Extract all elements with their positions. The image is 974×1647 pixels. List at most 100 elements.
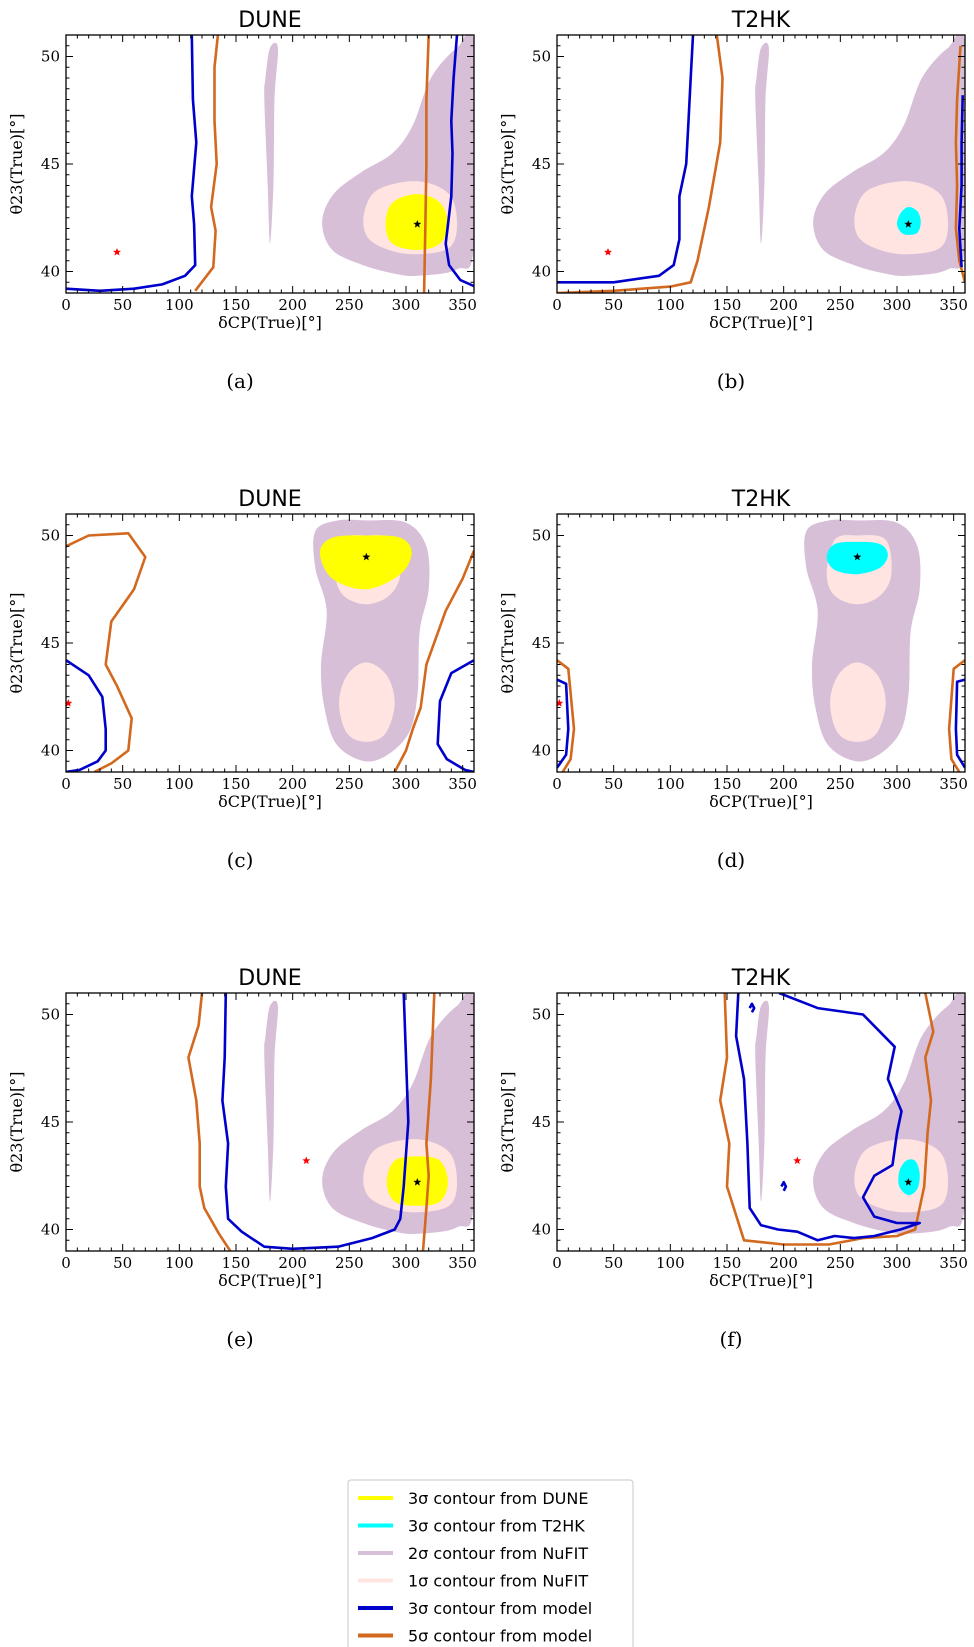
x-tick-label: 50 xyxy=(113,1254,132,1272)
x-tick-label: 150 xyxy=(713,775,742,793)
reference-star xyxy=(557,699,564,707)
legend-frame xyxy=(347,1479,634,1647)
y-axis-label: θ23(True)[°] xyxy=(498,1071,517,1172)
panel-caption: (c) xyxy=(227,848,254,872)
panel-caption: (a) xyxy=(226,369,254,393)
x-tick-label: 50 xyxy=(113,296,132,314)
t2hk-3sigma-region xyxy=(898,1159,920,1196)
panel-d: 0 50 100 150 200 250 300 350 40 45 50 δCP(True)[°] θ… xyxy=(498,487,968,872)
x-tick-label: 300 xyxy=(392,296,421,314)
x-tick-label: 250 xyxy=(826,1254,855,1272)
nufit-2sigma-band xyxy=(755,1000,770,1202)
chart-title: T2HK xyxy=(731,966,791,991)
x-tick-label: 50 xyxy=(604,296,623,314)
x-tick-label: 200 xyxy=(278,775,307,793)
y-tick-label: 40 xyxy=(532,1221,551,1239)
x-tick-label: 350 xyxy=(939,1254,968,1272)
legend-label: 1σ contour from NuFIT xyxy=(408,1572,588,1591)
y-tick-label: 45 xyxy=(41,155,60,173)
x-tick-label: 50 xyxy=(113,775,132,793)
legend: 3σ contour from DUNE 3σ contour from T2HK… xyxy=(347,1479,634,1647)
panel-a: 0 50 100 150 200 250 300 350 40 45 50 δCP(True)[°] θ… xyxy=(7,8,477,393)
x-tick-label: 250 xyxy=(826,296,855,314)
y-tick-label: 50 xyxy=(532,48,551,66)
plot-area xyxy=(557,519,965,772)
panel-e: 0 50 100 150 200 250 300 350 40 45 50 δCP(True)[°] θ… xyxy=(7,966,477,1351)
x-tick-label: 100 xyxy=(656,1254,685,1272)
x-tick-label: 350 xyxy=(448,1254,477,1272)
x-tick-label: 0 xyxy=(61,1254,71,1272)
x-tick-label: 200 xyxy=(769,1254,798,1272)
plot-area xyxy=(718,993,965,1246)
x-tick-label: 250 xyxy=(335,296,364,314)
reference-star xyxy=(793,1156,802,1165)
model-3sigma-contour xyxy=(436,659,474,772)
model-5sigma-contour xyxy=(187,993,232,1251)
model-5sigma-contour xyxy=(422,35,430,293)
panel-caption: (e) xyxy=(226,1327,253,1351)
y-axis-label: θ23(True)[°] xyxy=(7,113,26,214)
t2hk-3sigma-region xyxy=(896,206,921,235)
x-tick-label: 150 xyxy=(222,775,251,793)
model-3sigma-contour xyxy=(748,1002,756,1013)
x-tick-label: 0 xyxy=(552,1254,562,1272)
y-tick-label: 45 xyxy=(41,1113,60,1131)
x-tick-label: 0 xyxy=(552,296,562,314)
y-tick-label: 45 xyxy=(41,634,60,652)
x-tick-label: 300 xyxy=(392,1254,421,1272)
nufit-1sigma-region-lower xyxy=(339,662,395,742)
legend-item: 1σ contour from NuFIT xyxy=(358,1572,588,1591)
y-axis-label: θ23(True)[°] xyxy=(7,592,26,693)
plot-area xyxy=(66,35,474,293)
y-axis-label: θ23(True)[°] xyxy=(498,592,517,693)
legend-item: 3σ contour from T2HK xyxy=(358,1517,585,1536)
x-axis-label: δCP(True)[°] xyxy=(218,792,322,811)
panel-c: 0 50 100 150 200 250 300 350 40 45 50 δCP(True)[°] θ… xyxy=(7,487,477,872)
y-axis-label: θ23(True)[°] xyxy=(498,113,517,214)
panel-grid: 0 50 100 150 200 250 300 350 40 45 50 δCP(True)[°] θ… xyxy=(7,8,968,1351)
legend-item: 3σ contour from DUNE xyxy=(358,1489,588,1508)
x-axis-label: δCP(True)[°] xyxy=(709,792,813,811)
x-tick-label: 250 xyxy=(826,775,855,793)
model-3sigma-contour xyxy=(557,35,695,284)
plot-area xyxy=(66,519,474,772)
y-tick-label: 50 xyxy=(532,1006,551,1024)
panel-caption: (b) xyxy=(717,369,745,393)
legend-label: 3σ contour from T2HK xyxy=(408,1517,585,1536)
x-tick-label: 100 xyxy=(656,775,685,793)
x-tick-label: 350 xyxy=(448,296,477,314)
nufit-2sigma-band xyxy=(264,1000,279,1202)
model-3sigma-contour xyxy=(780,1180,788,1192)
x-tick-label: 0 xyxy=(61,296,71,314)
panel-caption: (f) xyxy=(719,1327,742,1351)
reference-star xyxy=(302,1156,311,1165)
x-axis-label: δCP(True)[°] xyxy=(709,313,813,332)
y-axis-label: θ23(True)[°] xyxy=(7,1071,26,1172)
plot-area xyxy=(187,993,474,1251)
y-tick-label: 40 xyxy=(532,742,551,760)
best-fit-star xyxy=(904,1178,913,1186)
x-axis-label: δCP(True)[°] xyxy=(218,1271,322,1290)
x-tick-label: 150 xyxy=(713,1254,742,1272)
x-tick-label: 50 xyxy=(604,775,623,793)
chart-title: T2HK xyxy=(731,487,791,512)
chart-title: T2HK xyxy=(731,8,791,33)
chart-title: DUNE xyxy=(238,8,301,33)
model-3sigma-contour xyxy=(66,659,107,772)
model-5sigma-contour xyxy=(393,550,474,772)
x-tick-label: 150 xyxy=(222,296,251,314)
x-tick-label: 200 xyxy=(278,296,307,314)
x-tick-label: 100 xyxy=(165,296,194,314)
x-tick-label: 200 xyxy=(769,296,798,314)
x-tick-label: 350 xyxy=(939,296,968,314)
model-3sigma-contour xyxy=(557,678,570,769)
y-tick-label: 50 xyxy=(41,1006,60,1024)
x-tick-label: 50 xyxy=(604,1254,623,1272)
y-tick-label: 45 xyxy=(532,634,551,652)
x-tick-label: 300 xyxy=(883,1254,912,1272)
legend-label: 3σ contour from DUNE xyxy=(408,1489,588,1508)
chart-title: DUNE xyxy=(238,966,301,991)
reference-star xyxy=(604,248,612,256)
model-3sigma-contour xyxy=(66,35,198,293)
